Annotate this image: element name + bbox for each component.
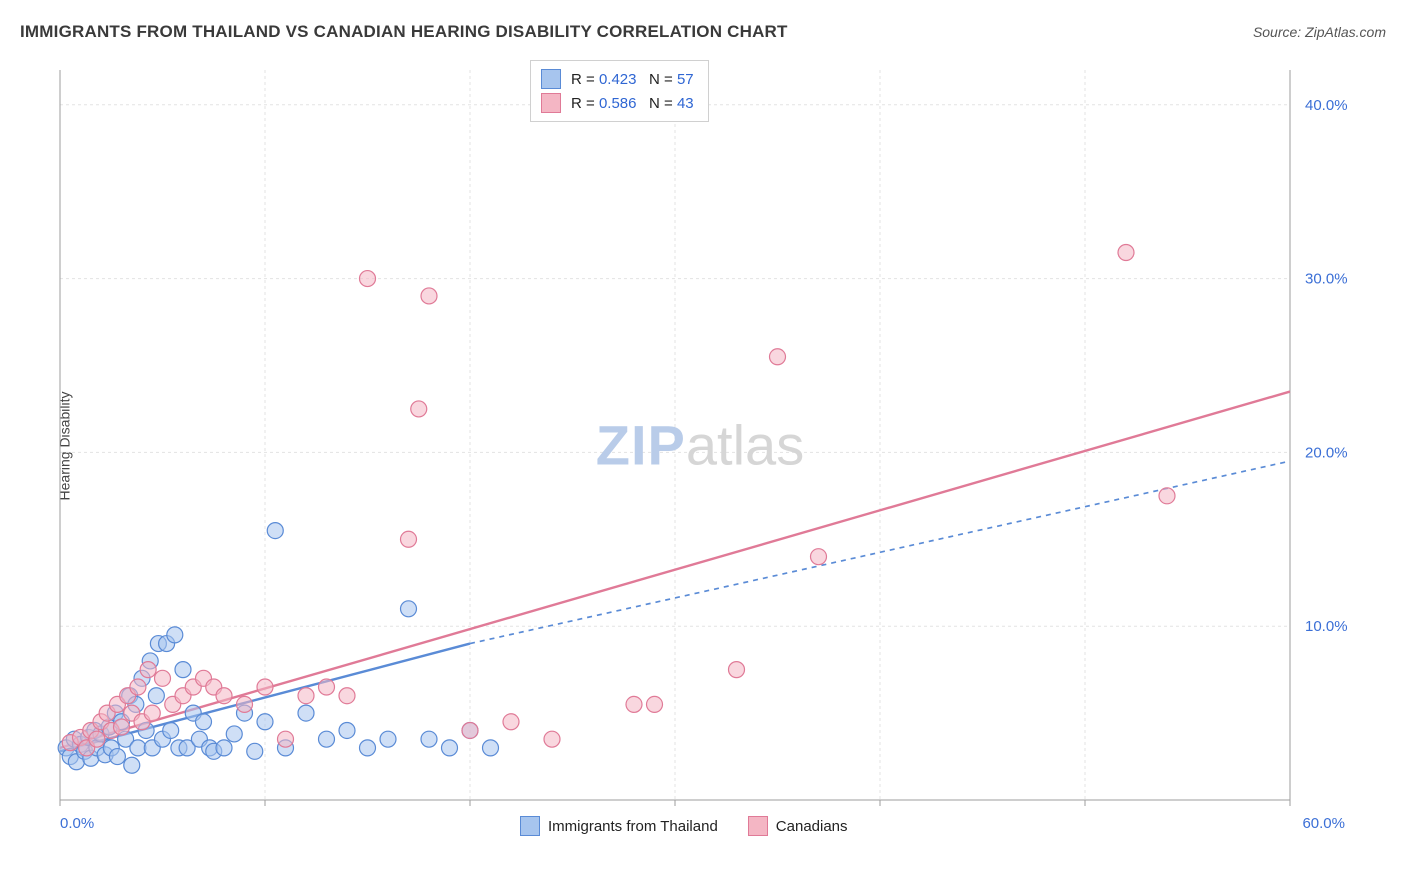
legend-r-label-0: R = 0.423 N = 57: [571, 71, 694, 88]
svg-text:30.0%: 30.0%: [1305, 271, 1348, 288]
legend-stats-row-1: R = 0.586 N = 43: [541, 91, 694, 115]
legend-swatch-0: [541, 69, 561, 89]
legend-series: Immigrants from Thailand Canadians: [520, 816, 848, 836]
legend-item-1: Canadians: [748, 816, 848, 836]
svg-text:40.0%: 40.0%: [1305, 97, 1348, 114]
legend-stats-row-0: R = 0.423 N = 57: [541, 67, 694, 91]
svg-text:10.0%: 10.0%: [1305, 618, 1348, 635]
legend-stats: R = 0.423 N = 57 R = 0.586 N = 43: [530, 60, 709, 122]
source-link[interactable]: ZipAtlas.com: [1305, 24, 1386, 40]
legend-r-label-1: R = 0.586 N = 43: [571, 95, 694, 112]
scatter-chart: 10.0% 20.0% 30.0% 40.0% 0.0% 60.0%: [50, 60, 1350, 830]
svg-text:60.0%: 60.0%: [1302, 815, 1345, 830]
legend-swatch-b1: [748, 816, 768, 836]
svg-text:0.0%: 0.0%: [60, 815, 94, 830]
plot-area: 10.0% 20.0% 30.0% 40.0% 0.0% 60.0% R = 0.423 …: [50, 60, 1350, 830]
legend-label-1: Canadians: [776, 818, 848, 835]
legend-swatch-1: [541, 93, 561, 113]
svg-text:20.0%: 20.0%: [1305, 444, 1348, 461]
source-prefix: Source:: [1253, 24, 1305, 40]
chart-source: Source: ZipAtlas.com: [1253, 24, 1386, 40]
legend-label-0: Immigrants from Thailand: [548, 818, 718, 835]
chart-header: IMMIGRANTS FROM THAILAND VS CANADIAN HEA…: [20, 22, 1386, 42]
legend-item-0: Immigrants from Thailand: [520, 816, 718, 836]
legend-swatch-b0: [520, 816, 540, 836]
chart-title: IMMIGRANTS FROM THAILAND VS CANADIAN HEA…: [20, 22, 788, 42]
